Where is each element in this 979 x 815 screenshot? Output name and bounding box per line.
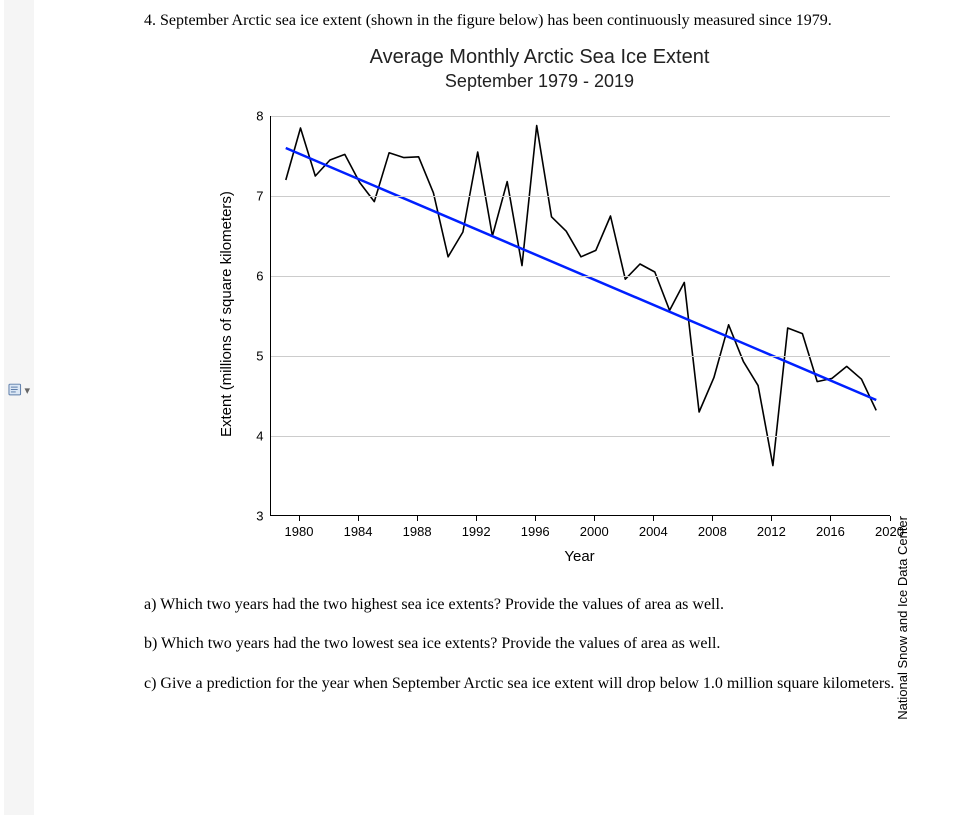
sub-question-a: a) Which two years had the two highest s… <box>144 594 935 616</box>
gridline <box>271 436 890 437</box>
x-tick-label: 1980 <box>285 524 314 539</box>
x-tick-label: 2012 <box>757 524 786 539</box>
y-tick-label: 4 <box>240 428 264 443</box>
y-tick-label: 7 <box>240 188 264 203</box>
sub-question-c: c) Give a prediction for the year when S… <box>144 673 935 695</box>
x-tick-mark <box>653 516 654 521</box>
sub-question-b: b) Which two years had the two lowest se… <box>144 633 935 655</box>
x-tick-label: 2004 <box>639 524 668 539</box>
plot-area <box>270 116 890 516</box>
gridline <box>271 196 890 197</box>
trend-line <box>285 148 875 400</box>
x-tick-mark <box>712 516 713 521</box>
y-tick-label: 8 <box>240 108 264 123</box>
gridline <box>271 356 890 357</box>
sea-ice-chart: Average Monthly Arctic Sea Ice Extent Se… <box>160 46 920 576</box>
x-tick-mark <box>299 516 300 521</box>
x-tick-label: 2020 <box>875 524 904 539</box>
x-tick-mark <box>476 516 477 521</box>
x-tick-mark <box>358 516 359 521</box>
y-tick-label: 3 <box>240 508 264 523</box>
chart-title-line1: Average Monthly Arctic Sea Ice Extent <box>160 46 920 69</box>
data-series-line <box>285 125 875 465</box>
x-tick-label: 1988 <box>403 524 432 539</box>
x-tick-label: 2000 <box>580 524 609 539</box>
x-tick-label: 1984 <box>344 524 373 539</box>
x-tick-mark <box>417 516 418 521</box>
gridline <box>271 276 890 277</box>
gridline <box>271 116 890 117</box>
chart-title-line2: September 1979 - 2019 <box>160 71 920 92</box>
y-tick-label: 6 <box>240 268 264 283</box>
comment-icon[interactable]: ▾ <box>8 380 30 400</box>
x-tick-label: 1996 <box>521 524 550 539</box>
x-tick-label: 2008 <box>698 524 727 539</box>
chart-title: Average Monthly Arctic Sea Ice Extent Se… <box>160 46 920 92</box>
x-axis-label: Year <box>564 548 594 565</box>
x-tick-label: 2016 <box>816 524 845 539</box>
data-source-credit: National Snow and Ice Data Center <box>895 516 910 720</box>
x-tick-mark <box>535 516 536 521</box>
x-tick-mark <box>830 516 831 521</box>
x-tick-mark <box>594 516 595 521</box>
x-tick-mark <box>890 516 891 521</box>
y-axis-label: Extent (millions of square kilometers) <box>218 191 235 437</box>
chart-lines-svg <box>271 116 891 516</box>
document-page: ▾ 4. September Arctic sea ice extent (sh… <box>30 0 979 815</box>
editor-gutter <box>4 0 34 815</box>
y-tick-label: 5 <box>240 348 264 363</box>
question-intro-text: 4. September Arctic sea ice extent (show… <box>144 10 935 32</box>
x-tick-label: 1992 <box>462 524 491 539</box>
x-tick-mark <box>771 516 772 521</box>
